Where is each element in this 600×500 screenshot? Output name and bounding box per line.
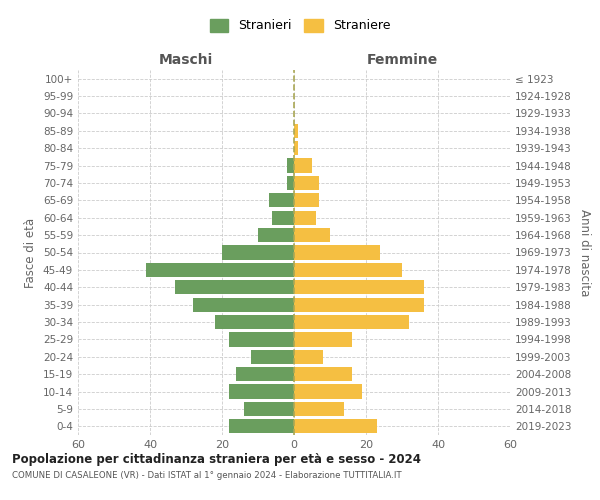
Bar [229, 332, 294, 346]
Bar [146, 263, 294, 277]
Bar [175, 280, 294, 294]
Bar [294, 419, 377, 434]
Bar [294, 124, 298, 138]
Bar [294, 176, 319, 190]
Bar [294, 315, 409, 329]
Text: Popolazione per cittadinanza straniera per età e sesso - 2024: Popolazione per cittadinanza straniera p… [12, 452, 421, 466]
Y-axis label: Anni di nascita: Anni di nascita [578, 209, 591, 296]
Bar [229, 384, 294, 398]
Text: COMUNE DI CASALEONE (VR) - Dati ISTAT al 1° gennaio 2024 - Elaborazione TUTTITAL: COMUNE DI CASALEONE (VR) - Dati ISTAT al… [12, 471, 401, 480]
Bar [215, 315, 294, 329]
Bar [222, 246, 294, 260]
Bar [272, 210, 294, 225]
Bar [294, 193, 319, 208]
Bar [294, 384, 362, 398]
Bar [193, 298, 294, 312]
Bar [244, 402, 294, 416]
Bar [258, 228, 294, 242]
Y-axis label: Fasce di età: Fasce di età [25, 218, 37, 288]
Bar [294, 332, 352, 346]
Bar [269, 193, 294, 208]
Bar [294, 246, 380, 260]
Bar [294, 367, 352, 382]
Bar [294, 350, 323, 364]
Text: Femmine: Femmine [367, 52, 437, 66]
Legend: Stranieri, Straniere: Stranieri, Straniere [205, 14, 395, 38]
Bar [294, 228, 330, 242]
Bar [294, 298, 424, 312]
Bar [294, 280, 424, 294]
Bar [236, 367, 294, 382]
Bar [251, 350, 294, 364]
Bar [294, 402, 344, 416]
Bar [294, 263, 402, 277]
Text: Maschi: Maschi [159, 52, 213, 66]
Bar [294, 158, 312, 172]
Bar [294, 141, 298, 156]
Bar [287, 176, 294, 190]
Bar [229, 419, 294, 434]
Bar [287, 158, 294, 172]
Bar [294, 210, 316, 225]
